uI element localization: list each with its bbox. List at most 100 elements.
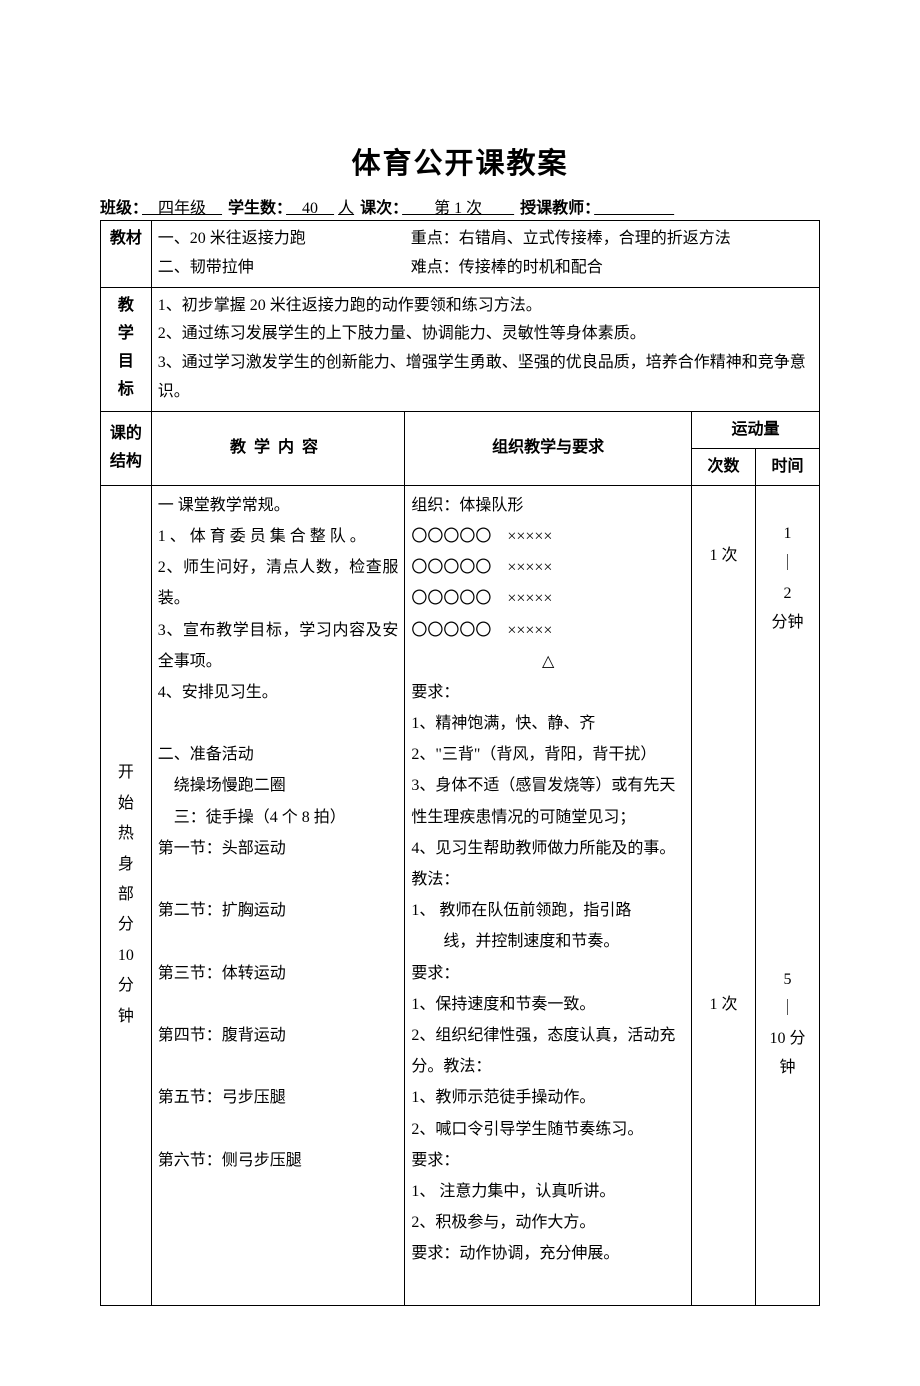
page-title: 体育公开课教案 [100, 140, 820, 182]
goals-label-char: 学 [107, 320, 145, 348]
org-line: 要求： [411, 677, 685, 708]
content-line: 二、准备活动 [158, 739, 399, 770]
org-line: 2、喊口令引导学生随节奏练习。 [411, 1114, 685, 1145]
section-label-char: 分 [107, 971, 145, 1001]
time-line: 5 [762, 965, 813, 995]
time-line: 2 [762, 579, 813, 609]
content-line [158, 708, 399, 739]
goal-3: 3、通过学习激发学生的创新能力、增强学生勇敢、坚强的优良品质，培养合作精神和竞争… [158, 349, 813, 407]
students-label: 学生数： [228, 200, 284, 217]
org-header: 组织教学与要求 [405, 411, 692, 485]
section1-org: 组织：体操队形 〇〇〇〇〇 ××××× 〇〇〇〇〇 ××××× 〇〇〇〇〇 ××… [405, 485, 692, 1305]
content-line [158, 926, 399, 957]
formation-row: 〇〇〇〇〇 ××××× [411, 552, 685, 583]
goals-label-char: 标 [107, 376, 145, 404]
teacher-value [592, 200, 676, 217]
time-header: 时间 [755, 448, 819, 485]
content-line: 第四节：腹背运动 [158, 1020, 399, 1051]
content-line: 1 、 体 育 委 员 集 合 整 队 。 [158, 521, 399, 552]
content-line [158, 989, 399, 1020]
org-line: 要求： [411, 958, 685, 989]
content-line: 第二节：扩胸运动 [158, 895, 399, 926]
goal-1: 1、初步掌握 20 米往返接力跑的动作要领和练习方法。 [158, 292, 813, 321]
org-line: 要求： [411, 1145, 685, 1176]
section-label-char: 钟 [107, 1002, 145, 1032]
formation-row: 〇〇〇〇〇 ××××× [411, 615, 685, 646]
class-value: 四年级 [140, 200, 224, 217]
goals-label-char: 教 [107, 292, 145, 320]
content-line: 3、宣布教学目标，学习内容及安全事项。 [158, 615, 399, 677]
org-line: 1、 教师在队伍前领跑，指引路 [411, 895, 685, 926]
lesson-value: 第 1 次 [400, 200, 516, 217]
org-line: 2、积极参与，动作大方。 [411, 1207, 685, 1238]
org-line: 组织：体操队形 [411, 490, 685, 521]
teacher-label: 授课教师： [520, 200, 592, 217]
time-line: 10 分 [762, 1024, 813, 1054]
lesson-plan-table: 教材 一、20 米往返接力跑 重点：右错肩、立式传接棒，合理的折返方法 二、韧带… [100, 220, 820, 1306]
material-label: 教材 [101, 221, 152, 288]
org-line: 4、见习生帮助教师做力所能及的事。 [411, 833, 685, 864]
content-line: 三：徒手操（4 个 8 拍） [158, 802, 399, 833]
material-right2: 难点：传接棒的时机和配合 [411, 254, 791, 283]
class-label: 班级： [100, 200, 140, 217]
section1-content: 一 课堂教学常规。 1 、 体 育 委 员 集 合 整 队 。 2、师生问好，清… [151, 485, 405, 1305]
content-line: 第三节：体转运动 [158, 958, 399, 989]
content-line: 绕操场慢跑二圈 [158, 770, 399, 801]
content-line: 第五节：弓步压腿 [158, 1082, 399, 1113]
section-label-char: 10 [107, 941, 145, 971]
lesson-label: 课次： [360, 200, 400, 217]
time-cell-1: 1 ｜ 2 分钟 [755, 485, 819, 739]
section-label-char: 分 [107, 910, 145, 940]
structure-header: 课的 结构 [101, 411, 152, 485]
count-header: 次数 [692, 448, 756, 485]
org-line [411, 1269, 685, 1300]
section-label-char: 开 [107, 758, 145, 788]
material-left1: 一、20 米往返接力跑 [158, 225, 407, 254]
teacher-triangle: △ [411, 646, 685, 677]
material-left2: 二、韧带拉伸 [158, 254, 407, 283]
org-line: 3、身体不适（感冒发烧等）或有先天性生理疾患情况的可随堂见习； [411, 770, 685, 832]
section1-row-top: 开 始 热 身 部 分 10 分 钟 一 课堂教学常规。 1 、 体 育 委 员… [101, 485, 820, 739]
content-line: 2、师生问好，清点人数，检查服装。 [158, 552, 399, 614]
org-line: 1、 注意力集中，认真听讲。 [411, 1176, 685, 1207]
time-line: 分钟 [762, 608, 813, 638]
header-row-1: 课的 结构 教学内容 组织教学与要求 运动量 [101, 411, 820, 448]
org-line: 线，并控制速度和节奏。 [411, 926, 685, 957]
header-row: 班级： 四年级 学生数： 40 人 课次： 第 1 次 授课教师： [100, 194, 820, 218]
students-value: 40 [284, 200, 336, 217]
org-line: 2、组织纪律性强，态度认真，活动充分。教法： [411, 1020, 685, 1082]
section-label-char: 身 [107, 850, 145, 880]
content-line: 一 课堂教学常规。 [158, 490, 399, 521]
count-cell-2: 1 次 [692, 740, 756, 1306]
time-line: 钟 [762, 1053, 813, 1083]
time-line: ｜ [762, 549, 813, 579]
content-line [158, 1051, 399, 1082]
goals-label-char: 目 [107, 348, 145, 376]
material-row: 教材 一、20 米往返接力跑 重点：右错肩、立式传接棒，合理的折返方法 二、韧带… [101, 221, 820, 288]
goals-label: 教 学 目 标 [101, 287, 152, 411]
content-line [158, 1114, 399, 1145]
org-line: 1、保持速度和节奏一致。 [411, 989, 685, 1020]
content-header: 教学内容 [151, 411, 405, 485]
structure-header-l2: 结构 [107, 448, 145, 476]
goal-2: 2、通过练习发展学生的上下肢力量、协调能力、灵敏性等身体素质。 [158, 320, 813, 349]
time-line: ｜ [762, 994, 813, 1024]
students-unit: 人 [336, 200, 356, 217]
formation-row: 〇〇〇〇〇 ××××× [411, 583, 685, 614]
org-line: 教法： [411, 864, 685, 895]
structure-header-l1: 课的 [107, 420, 145, 448]
material-cell: 一、20 米往返接力跑 重点：右错肩、立式传接棒，合理的折返方法 二、韧带拉伸 … [151, 221, 819, 288]
amount-header: 运动量 [692, 411, 820, 448]
org-line: 1、精神饱满，快、静、齐 [411, 708, 685, 739]
count-cell-1: 1 次 [692, 485, 756, 739]
org-line: 2、"三背"（背风，背阳，背干扰） [411, 739, 685, 770]
section-label-char: 部 [107, 880, 145, 910]
org-line: 要求：动作协调，充分伸展。 [411, 1238, 685, 1269]
content-line [158, 864, 399, 895]
content-line: 第六节：侧弓步压腿 [158, 1145, 399, 1176]
section-label-char: 热 [107, 819, 145, 849]
material-right1: 重点：右错肩、立式传接棒，合理的折返方法 [411, 225, 791, 254]
formation-row: 〇〇〇〇〇 ××××× [411, 521, 685, 552]
goals-row: 教 学 目 标 1、初步掌握 20 米往返接力跑的动作要领和练习方法。 2、通过… [101, 287, 820, 411]
section1-label: 开 始 热 身 部 分 10 分 钟 [101, 485, 152, 1305]
